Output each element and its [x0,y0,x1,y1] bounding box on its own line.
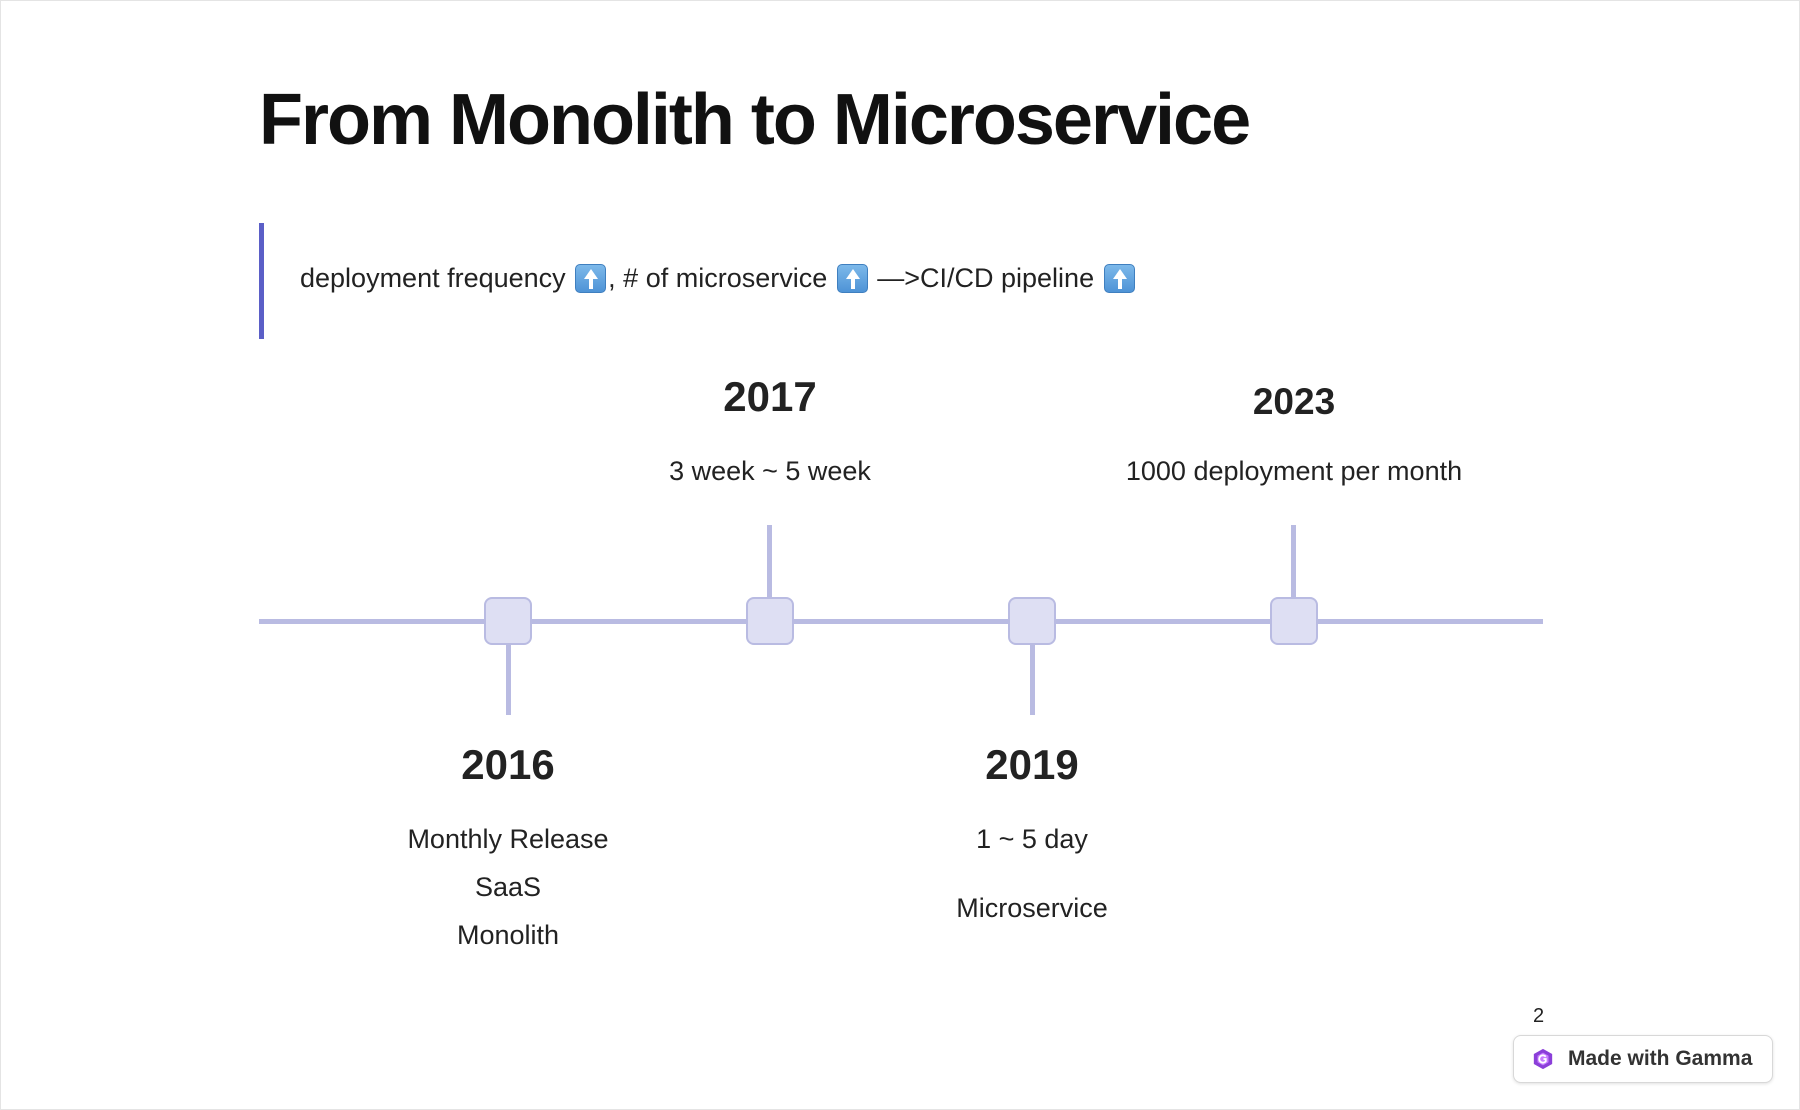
timeline-desc-2019-line2: Microservice [956,893,1108,923]
up-arrow-icon [1103,264,1135,293]
made-with-gamma-badge[interactable]: Made with Gamma [1513,1035,1773,1083]
timeline-stem-2016 [506,641,511,715]
timeline-desc-2016-line2: SaaS [474,872,542,902]
timeline-desc-2023-line1: 1000 deployment per month [1125,456,1463,486]
timeline-node-2019 [1008,597,1056,645]
timeline-desc-2017-line1: 3 week ~ 5 week [669,456,871,486]
page-number: 2 [1533,1005,1545,1027]
timeline-axis [259,619,1543,624]
timeline-desc-2016-line3: Monolith [456,920,560,950]
callout-block: deployment frequency , # of microservice… [259,223,1259,339]
callout-segment: deployment frequency [300,263,574,293]
callout-segment: —>CI/CD pipeline [869,263,1102,293]
callout-segment: , # of microservice [608,263,835,293]
gamma-logo-icon [1533,1048,1553,1070]
timeline-node-2017 [746,597,794,645]
badge-label: Made with Gamma [1568,1047,1753,1070]
up-arrow-icon [575,264,607,293]
slide-title: From Monolith to Microservice [259,80,1251,160]
up-arrow-icon [836,264,868,293]
timeline-year-2016: 2016 [461,741,555,788]
timeline-node-2016 [484,597,532,645]
timeline-year-2017: 2017 [723,373,817,420]
callout-text: deployment frequency , # of microservice… [300,263,1137,294]
timeline-stem-2019 [1030,641,1035,715]
timeline-node-2023 [1270,597,1318,645]
timeline-stem-2017 [767,525,772,597]
timeline-desc-2016-line1: Monthly Release [407,824,609,854]
timeline-year-2023: 2023 [1252,381,1336,422]
timeline-stem-2023 [1291,525,1296,597]
timeline-year-2019: 2019 [985,741,1079,788]
timeline-desc-2019-line1: 1 ~ 5 day [976,824,1088,854]
